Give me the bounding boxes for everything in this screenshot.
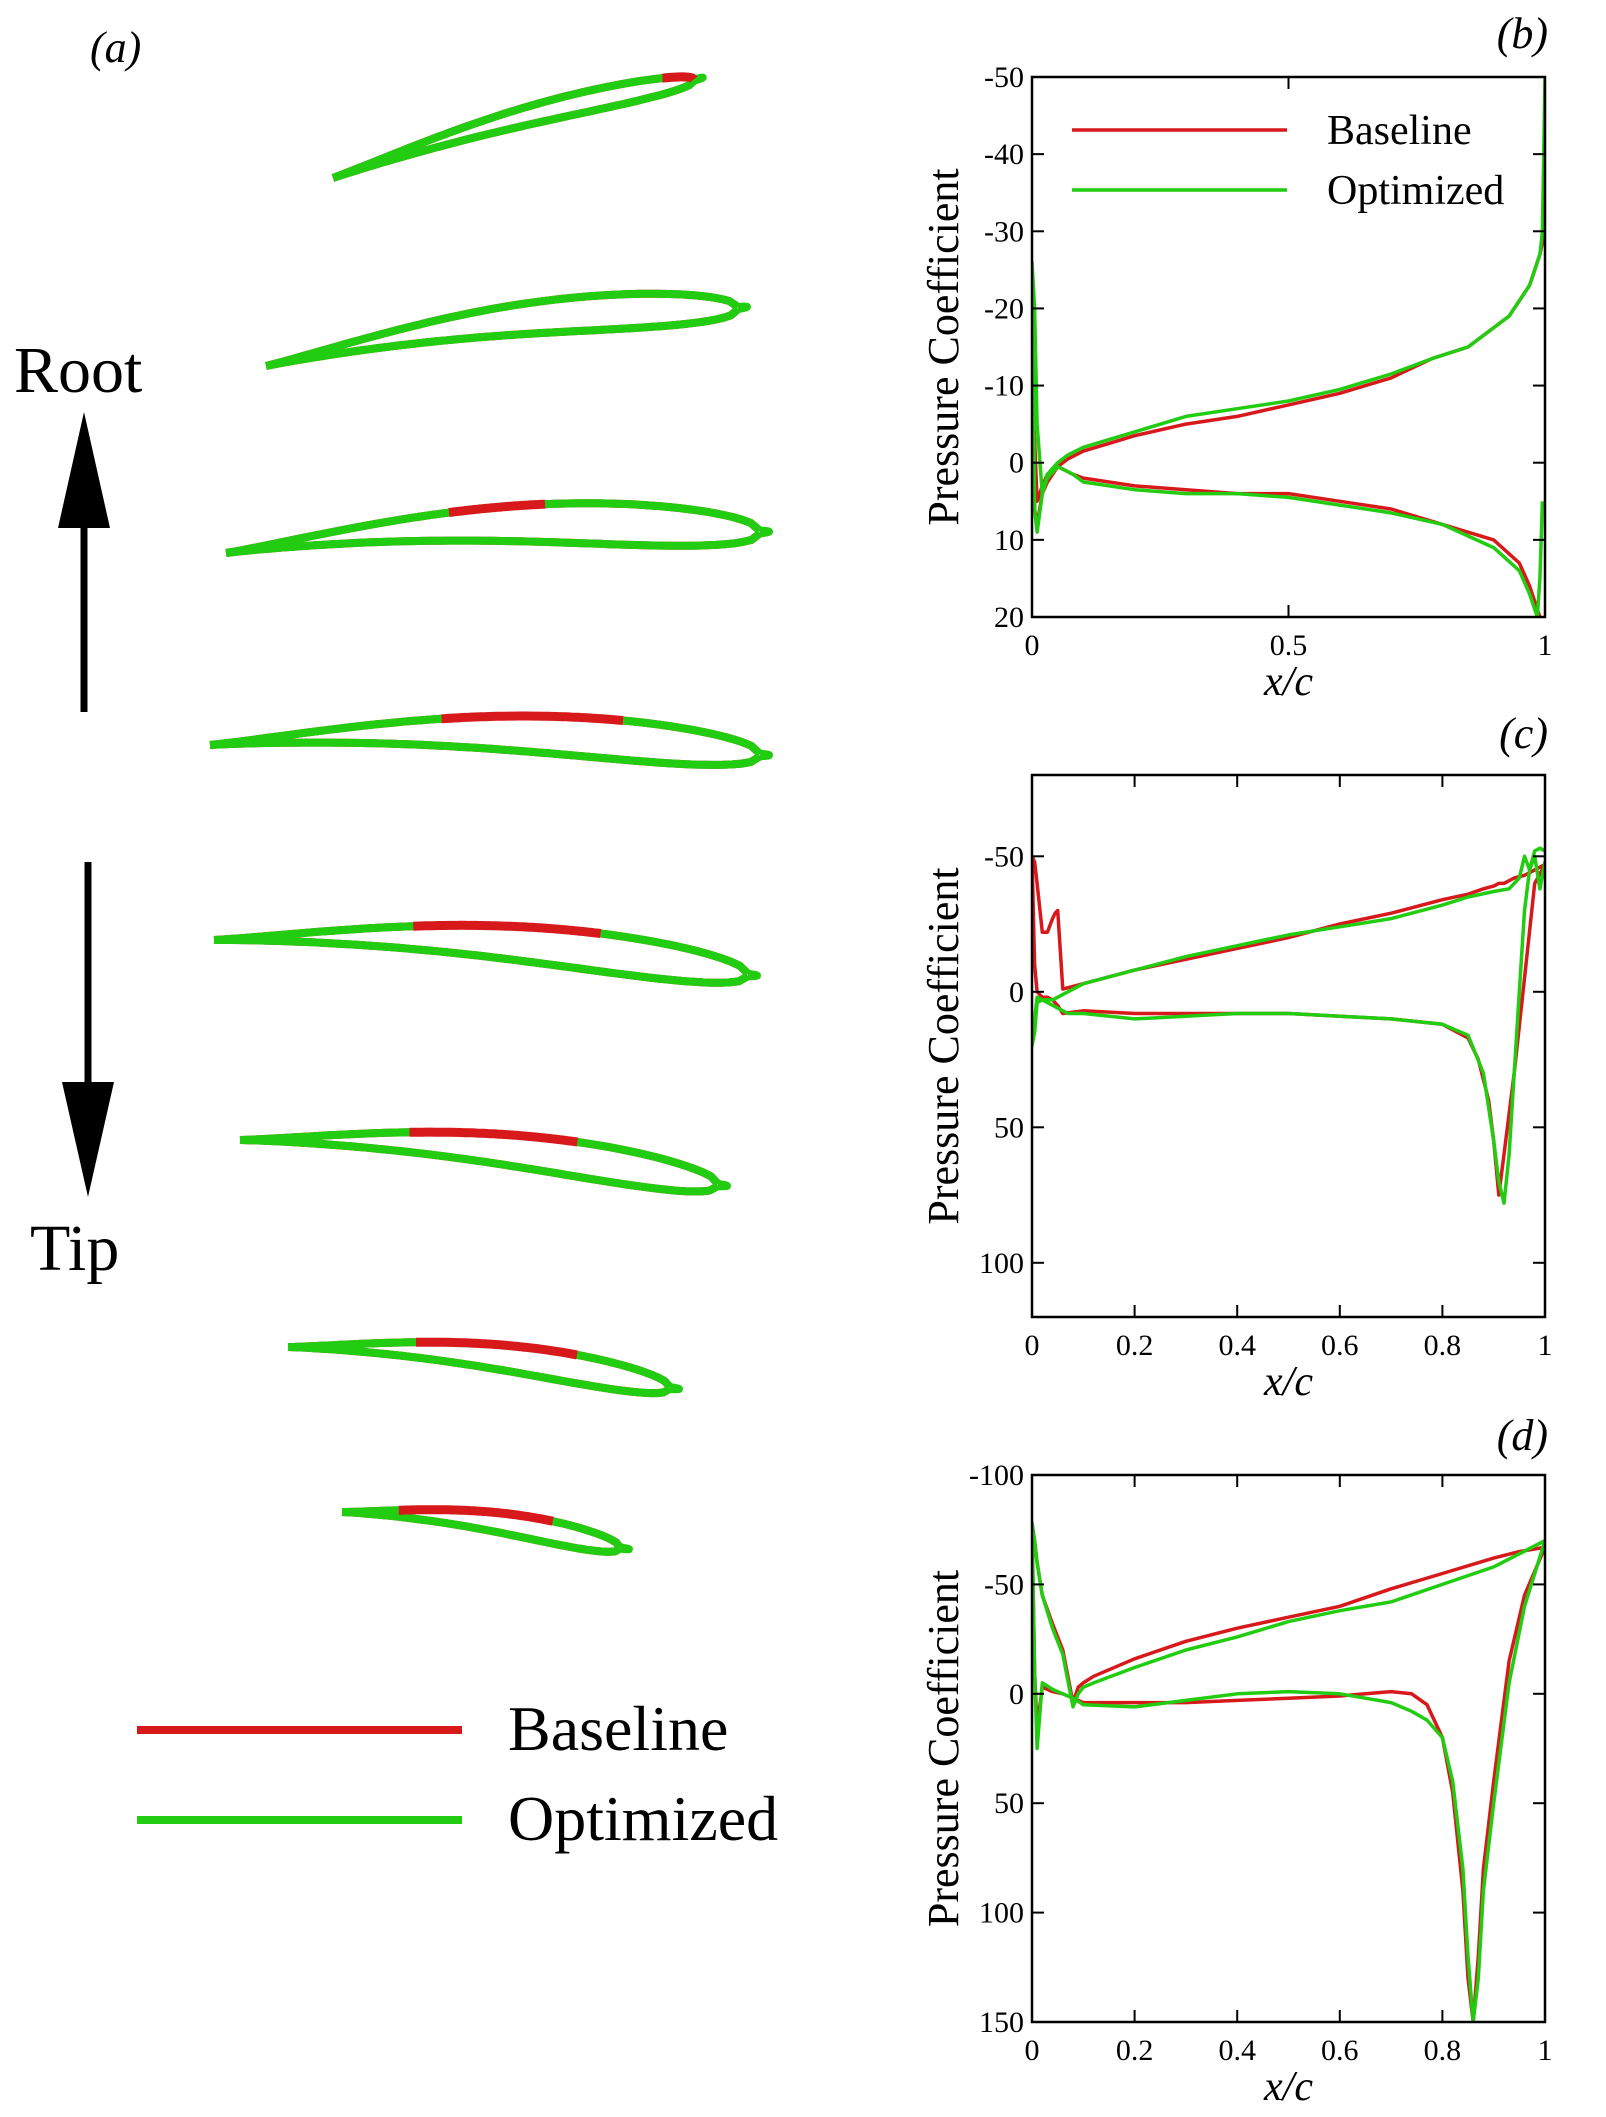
y-tick-label: 0 bbox=[1009, 976, 1024, 1009]
y-axis-label: Pressure Coefficient bbox=[919, 168, 968, 525]
y-tick-label: 100 bbox=[979, 1247, 1024, 1280]
series-line-optimized bbox=[1032, 1523, 1545, 2022]
series-line-baseline bbox=[1032, 231, 1545, 617]
airfoil-section-6 bbox=[240, 1132, 727, 1191]
airfoil-baseline-visible bbox=[449, 504, 545, 512]
panel-label: (d) bbox=[1497, 1411, 1548, 1460]
legend-optimized-label: Optimized bbox=[508, 1783, 778, 1854]
x-tick-label: 0.4 bbox=[1218, 2034, 1256, 2067]
panel-a-label: (a) bbox=[90, 23, 141, 72]
airfoil-section-7 bbox=[288, 1342, 679, 1393]
airfoil-section-1 bbox=[333, 77, 703, 178]
x-tick-label: 0.8 bbox=[1424, 1329, 1462, 1362]
airfoil-nose bbox=[620, 1547, 629, 1549]
airfoil-baseline-visible bbox=[416, 1342, 577, 1355]
panel-a-legend: Baseline Optimized bbox=[137, 1693, 778, 1854]
airfoil-nose bbox=[670, 1387, 679, 1389]
y-tick-label: 10 bbox=[994, 524, 1024, 557]
x-tick-label: 0 bbox=[1025, 1329, 1040, 1362]
airfoil-optimized-lower bbox=[342, 1512, 620, 1552]
legend-label-optimized: Optimized bbox=[1327, 168, 1504, 214]
x-axis-label: x/c bbox=[1263, 659, 1313, 705]
x-tick-label: 1 bbox=[1538, 2034, 1553, 2067]
x-axis-label: x/c bbox=[1263, 2064, 1313, 2110]
airfoil-nose bbox=[748, 974, 757, 976]
y-tick-label: -40 bbox=[984, 138, 1024, 171]
airfoil-baseline-visible bbox=[410, 1132, 578, 1142]
chart-b-pressure-coefficient: (b) 0 0.5 1 -50 -40 -30 -20 -10 0 10 20 x/c Pressure … bbox=[919, 9, 1553, 705]
tip-arrow bbox=[62, 862, 114, 1197]
y-tick-label: -20 bbox=[984, 292, 1024, 325]
x-tick-label: 1 bbox=[1538, 1329, 1553, 1362]
x-tick-label: 0.6 bbox=[1321, 2034, 1359, 2067]
x-tick-label: 0.4 bbox=[1218, 1329, 1256, 1362]
y-tick-label: 150 bbox=[979, 2006, 1024, 2039]
airfoil-nose bbox=[738, 307, 747, 309]
y-axis-label: Pressure Coefficient bbox=[919, 1570, 968, 1927]
panel-label: (c) bbox=[1499, 709, 1548, 758]
x-tick-label: 0.2 bbox=[1116, 1329, 1154, 1362]
y-tick-label: -50 bbox=[984, 1568, 1024, 1601]
airfoil-optimized-lower bbox=[288, 1347, 670, 1393]
x-tick-label: 0 bbox=[1025, 2034, 1040, 2067]
root-arrow bbox=[58, 412, 110, 712]
airfoil-section-8 bbox=[342, 1510, 629, 1552]
airfoil-optimized-lower bbox=[333, 81, 694, 178]
airfoil-baseline-visible bbox=[442, 716, 623, 721]
airfoil-baseline-visible bbox=[663, 77, 694, 80]
plot-frame bbox=[1032, 775, 1545, 1317]
panel-a-airfoil-sections: (a) Root Tip Baseline Optimized bbox=[14, 23, 778, 1854]
legend-label-baseline: Baseline bbox=[1327, 108, 1472, 154]
x-tick-label: 0.6 bbox=[1321, 1329, 1359, 1362]
series-line-optimized bbox=[1032, 848, 1545, 1203]
y-tick-label: -100 bbox=[969, 1459, 1024, 1492]
x-tick-label: 1 bbox=[1538, 629, 1553, 662]
legend-baseline-label: Baseline bbox=[508, 1693, 728, 1764]
airfoil-section-3 bbox=[226, 503, 769, 553]
airfoil-section-2 bbox=[266, 294, 747, 366]
airfoil-nose bbox=[718, 1184, 727, 1186]
chart-d-pressure-coefficient: (d) 0 0.2 0.4 0.6 0.8 1 -100 -50 0 50 100 150 x/c Pres… bbox=[919, 1411, 1553, 2110]
airfoil-sections bbox=[210, 77, 769, 1552]
chart-c-pressure-coefficient: (c) 0 0.2 0.4 0.6 0.8 1 -50 0 50 100 x/c Pressure Co… bbox=[919, 709, 1553, 1405]
root-label: Root bbox=[14, 334, 142, 407]
x-axis-label: x/c bbox=[1263, 1359, 1313, 1405]
series-line-baseline bbox=[1032, 856, 1545, 1195]
airfoil-optimized-upper bbox=[214, 925, 748, 973]
airfoil-optimized-lower bbox=[240, 1140, 718, 1191]
airfoil-nose bbox=[760, 754, 769, 756]
y-tick-label: -30 bbox=[984, 215, 1024, 248]
y-tick-label: 0 bbox=[1009, 1678, 1024, 1711]
airfoil-section-5 bbox=[214, 925, 757, 983]
airfoil-section-4 bbox=[210, 716, 769, 765]
figure-canvas: (a) Root Tip Baseline Optimized (b) 0 0.5 1… bbox=[0, 0, 1606, 2117]
x-tick-label: 0.2 bbox=[1116, 2034, 1154, 2067]
figure-root: (a) Root Tip Baseline Optimized (b) 0 0.5 1… bbox=[0, 0, 1606, 2117]
series-line-optimized bbox=[1032, 77, 1545, 617]
y-tick-label: 50 bbox=[994, 1787, 1024, 1820]
y-axis-label: Pressure Coefficient bbox=[919, 867, 968, 1224]
y-tick-label: 50 bbox=[994, 1111, 1024, 1144]
y-tick-label: -10 bbox=[984, 370, 1024, 403]
y-tick-label: -50 bbox=[984, 840, 1024, 873]
airfoil-baseline-visible bbox=[413, 925, 600, 933]
airfoil-nose bbox=[760, 531, 769, 534]
tip-label: Tip bbox=[30, 1212, 119, 1285]
panel-label: (b) bbox=[1497, 9, 1548, 58]
x-tick-label: 0 bbox=[1025, 629, 1040, 662]
y-tick-label: 100 bbox=[979, 1897, 1024, 1930]
x-tick-label: 0.8 bbox=[1424, 2034, 1462, 2067]
airfoil-optimized-lower bbox=[210, 743, 760, 765]
airfoil-optimized-lower bbox=[266, 309, 738, 366]
x-tick-label: 0.5 bbox=[1270, 629, 1308, 662]
y-tick-label: 0 bbox=[1009, 447, 1024, 480]
y-tick-label: 20 bbox=[994, 601, 1024, 634]
y-tick-label: -50 bbox=[984, 61, 1024, 94]
